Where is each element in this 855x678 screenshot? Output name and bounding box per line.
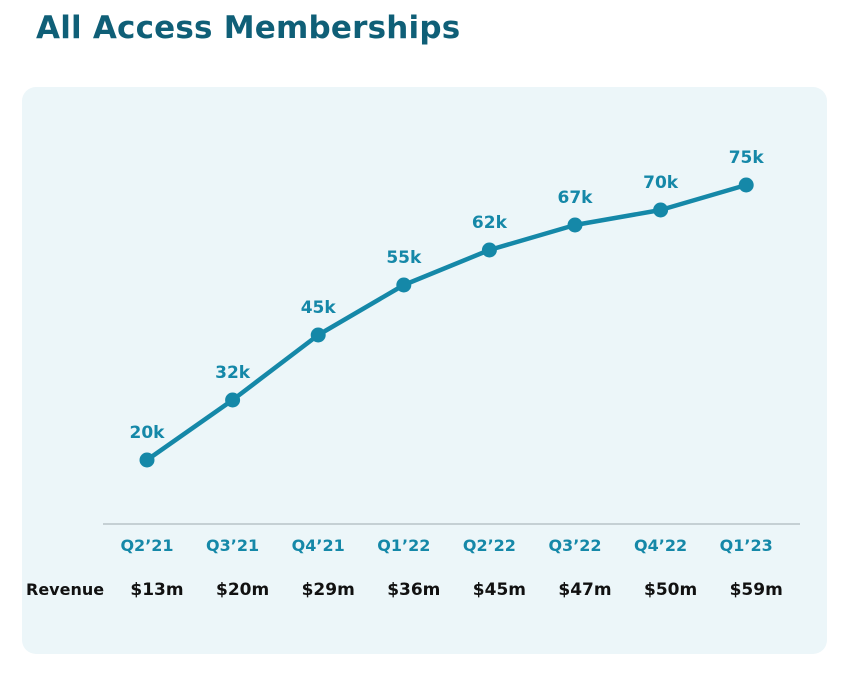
data-label: 32k — [215, 363, 251, 383]
revenue-value: $13m — [130, 580, 183, 600]
x-tick-label: Q4’21 — [292, 536, 345, 555]
revenue-row-header: Revenue — [26, 580, 104, 599]
data-point — [139, 452, 155, 468]
data-label: 20k — [130, 423, 166, 443]
x-tick-label: Q2’22 — [463, 536, 516, 555]
data-point — [481, 242, 497, 258]
data-label: 55k — [386, 248, 422, 268]
chart-card — [22, 87, 827, 654]
data-label: 67k — [558, 188, 594, 208]
revenue-value: $36m — [387, 580, 440, 600]
revenue-value: $59m — [730, 580, 783, 600]
x-tick-label: Q2’21 — [120, 536, 173, 555]
x-tick-label: Q3’21 — [206, 536, 259, 555]
data-point — [567, 217, 583, 233]
x-tick-label: Q4’22 — [634, 536, 687, 555]
revenue-value: $29m — [302, 580, 355, 600]
data-point — [396, 277, 412, 293]
x-tick-label: Q3’22 — [548, 536, 601, 555]
revenue-value: $45m — [473, 580, 526, 600]
data-label: 70k — [643, 173, 679, 193]
data-label: 75k — [729, 148, 765, 168]
data-point — [653, 202, 669, 218]
data-point — [310, 327, 326, 343]
data-point — [225, 392, 241, 408]
page-title: All Access Memberships — [36, 10, 461, 46]
revenue-value: $20m — [216, 580, 269, 600]
data-label: 62k — [472, 213, 508, 233]
revenue-value: $50m — [644, 580, 697, 600]
x-tick-label: Q1’22 — [377, 536, 430, 555]
revenue-value: $47m — [558, 580, 611, 600]
x-tick-label: Q1’23 — [720, 536, 773, 555]
series-line — [144, 182, 749, 463]
data-point — [738, 177, 754, 193]
data-label: 45k — [301, 298, 337, 318]
